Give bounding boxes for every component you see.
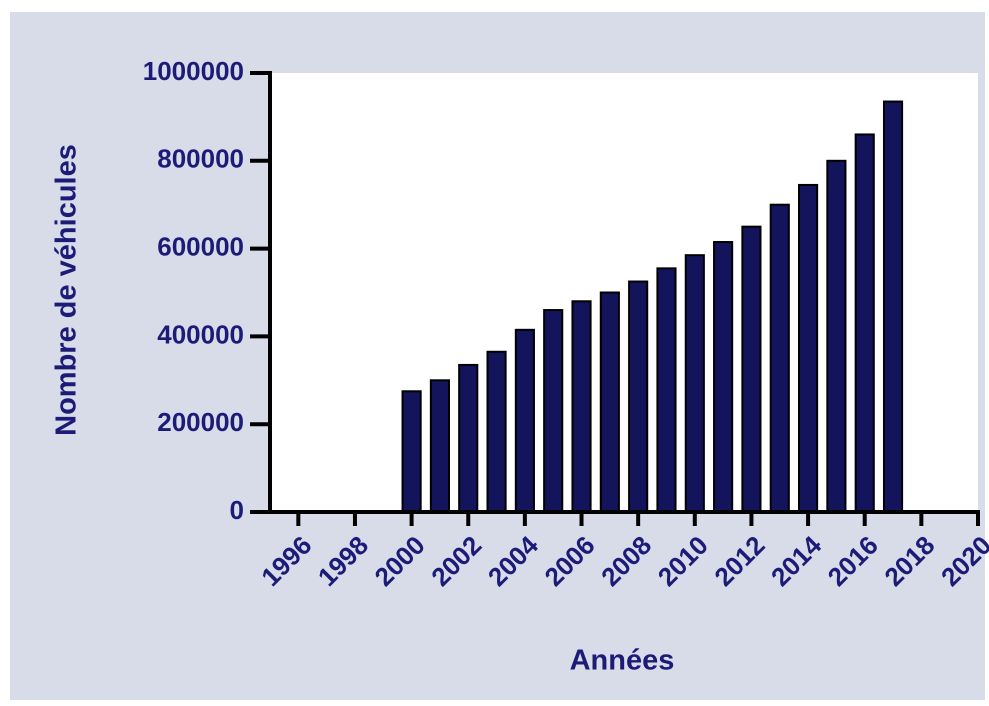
- y-tick-label: 200000: [157, 407, 244, 437]
- bar: [628, 280, 649, 513]
- bar: [684, 254, 705, 513]
- bar: [429, 379, 450, 513]
- bar: [826, 159, 847, 514]
- bar: [458, 363, 479, 513]
- x-axis-title: Années: [570, 645, 675, 677]
- bar: [769, 203, 790, 513]
- y-axis-title: Nombre de véhicules: [51, 144, 83, 436]
- bar: [486, 350, 507, 514]
- bar: [543, 309, 564, 513]
- bar: [798, 183, 819, 513]
- y-tick-label: 400000: [157, 319, 244, 349]
- bar: [854, 133, 875, 514]
- bar: [514, 328, 535, 513]
- y-tick-label: 0: [230, 495, 244, 525]
- bar: [656, 267, 677, 514]
- y-tick-label: 600000: [157, 231, 244, 261]
- bar: [571, 300, 592, 513]
- y-tick-label: 800000: [157, 144, 244, 174]
- bar: [741, 225, 762, 513]
- y-tick-label: 1000000: [143, 56, 244, 86]
- bar: [713, 241, 734, 513]
- bar: [882, 100, 904, 513]
- bar: [401, 390, 422, 513]
- bar: [599, 291, 620, 513]
